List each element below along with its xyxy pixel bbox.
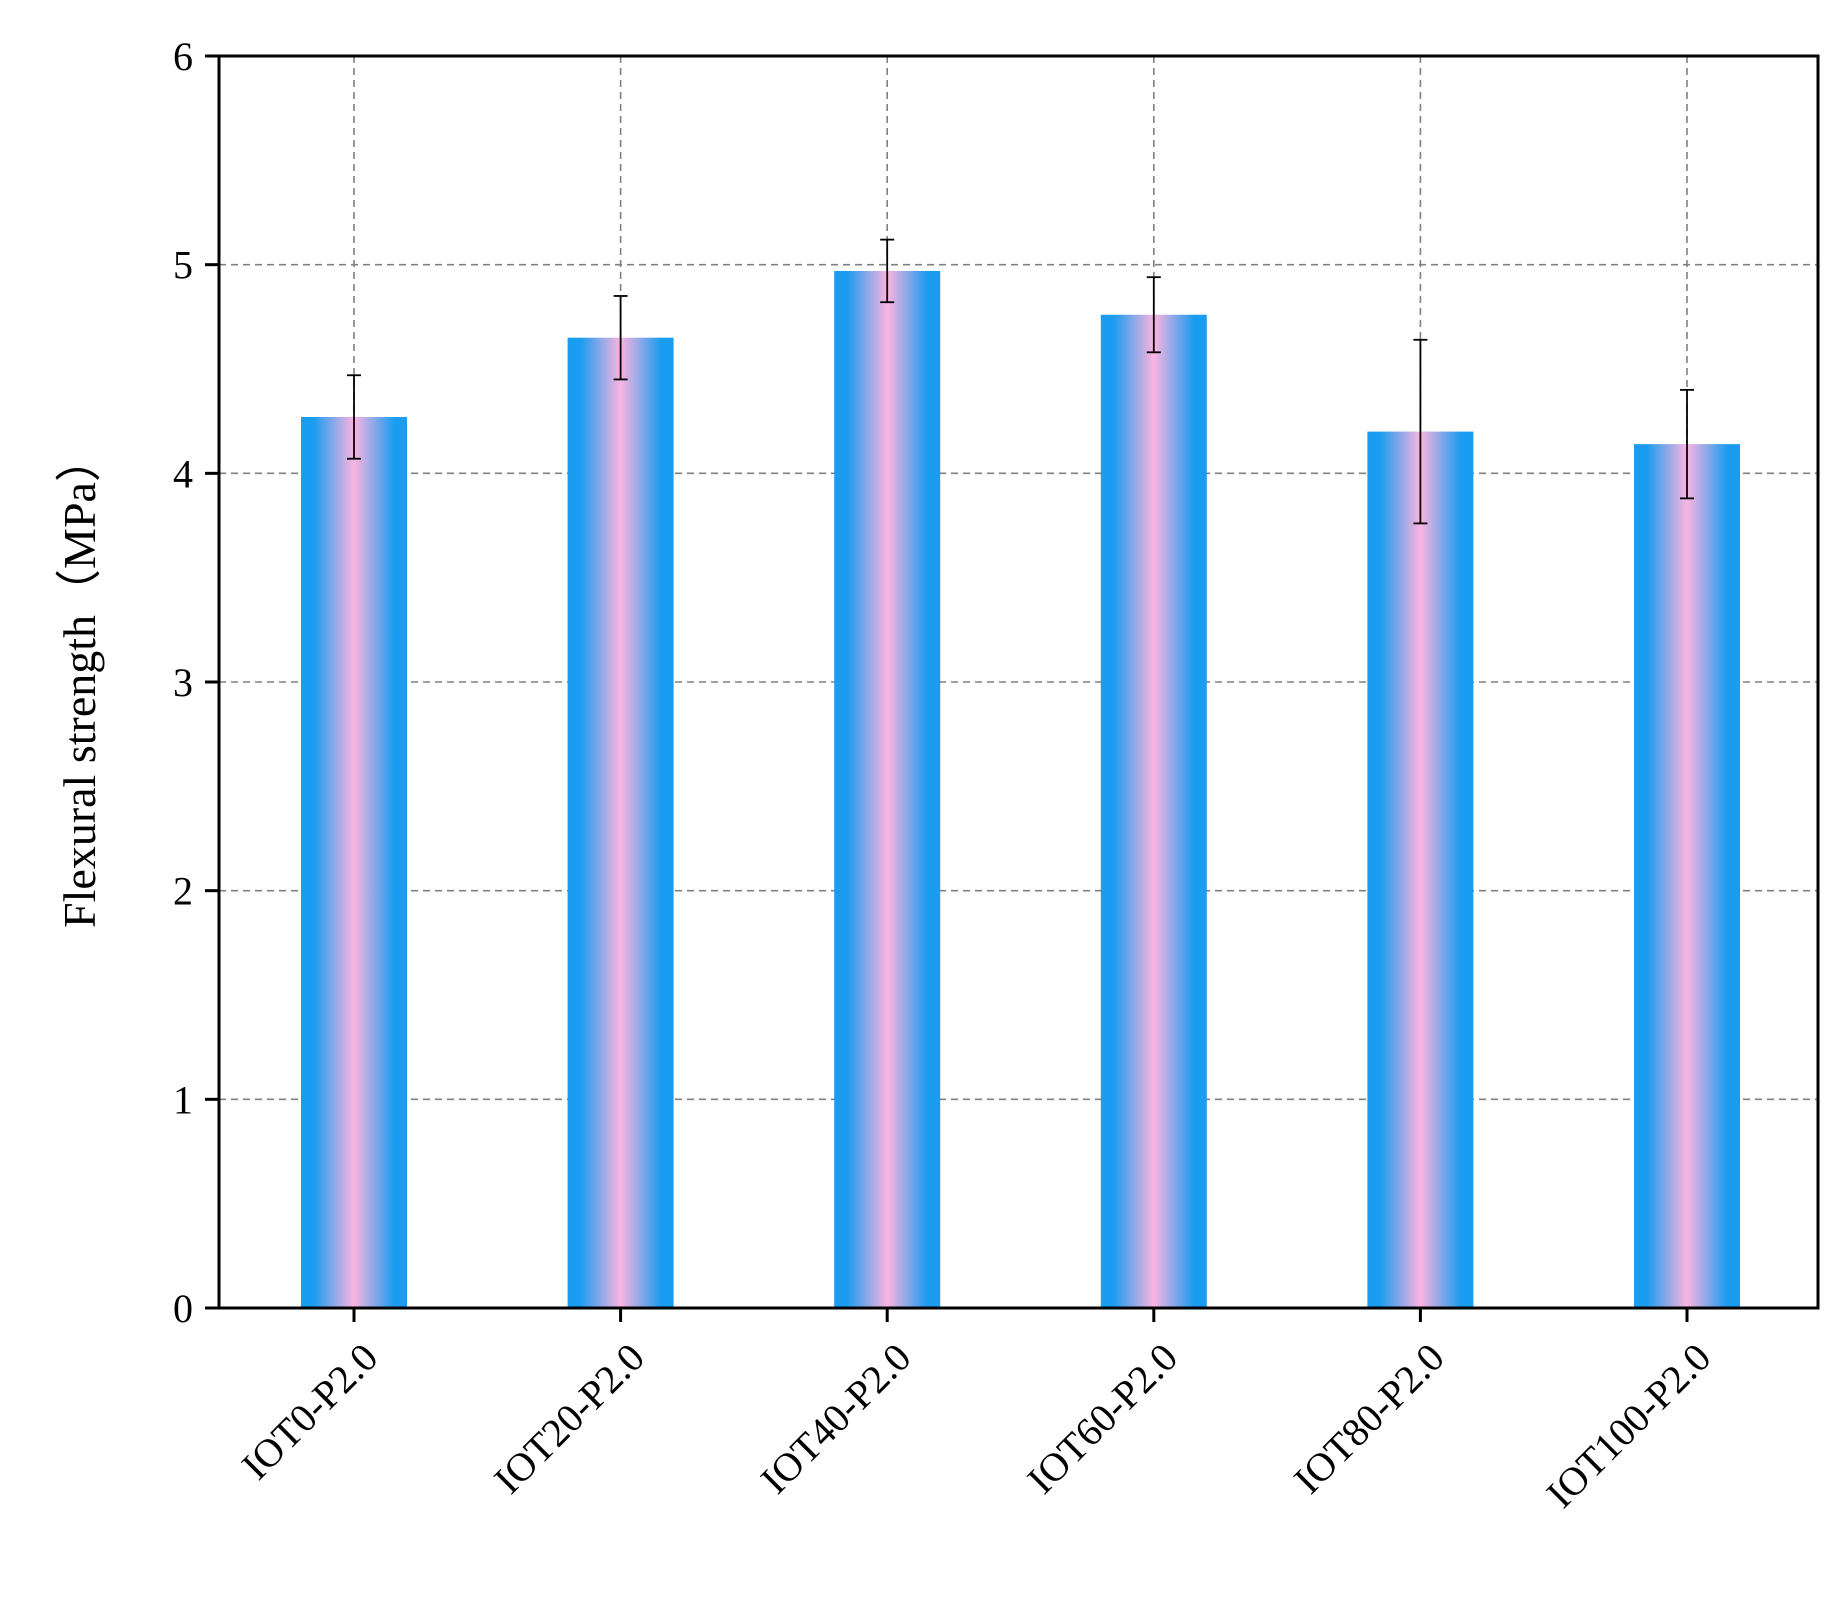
y-tick-label: 6: [173, 34, 193, 79]
bar: [567, 337, 674, 1308]
error-bar: [1413, 338, 1428, 525]
x-tick-label: IOT0-P2.0: [233, 1335, 387, 1489]
x-tick-label: IOT40-P2.0: [752, 1335, 920, 1503]
y-axis-title: Flexural strength（MPa）: [54, 436, 105, 928]
grid-lines: [219, 56, 1818, 1308]
bar: [1100, 314, 1207, 1308]
error-bars: [347, 238, 1694, 525]
error-bar: [1680, 388, 1694, 500]
bar: [301, 416, 407, 1308]
x-tick-labels: IOT0-P2.0 IOT20-P2.0 IOT40-P2.0 IOT60-P2.0 I…: [233, 1335, 1720, 1517]
error-bar: [880, 238, 895, 304]
y-tick-label: 4: [173, 451, 193, 496]
bar: [1634, 444, 1740, 1308]
error-bar: [613, 295, 628, 381]
y-tick-label: 5: [173, 243, 193, 288]
x-tick-label: IOT80-P2.0: [1285, 1335, 1453, 1503]
bar: [834, 270, 941, 1309]
y-tick-label: 2: [173, 869, 193, 914]
bars: [301, 270, 1740, 1309]
y-tick-label: 3: [173, 660, 193, 705]
error-bar: [1146, 276, 1161, 354]
x-tick-label: IOT20-P2.0: [485, 1335, 653, 1503]
x-tick-label: IOT60-P2.0: [1018, 1335, 1186, 1503]
y-tick-label: 1: [173, 1077, 193, 1122]
error-bar: [347, 374, 361, 460]
bar: [1367, 431, 1474, 1309]
y-tick-labels: 0 1 2 3 4 5 6: [173, 34, 193, 1331]
x-tick-label: IOT100-P2.0: [1537, 1335, 1719, 1517]
axis-ticks: [205, 54, 1689, 1322]
y-tick-label: 0: [173, 1286, 193, 1331]
